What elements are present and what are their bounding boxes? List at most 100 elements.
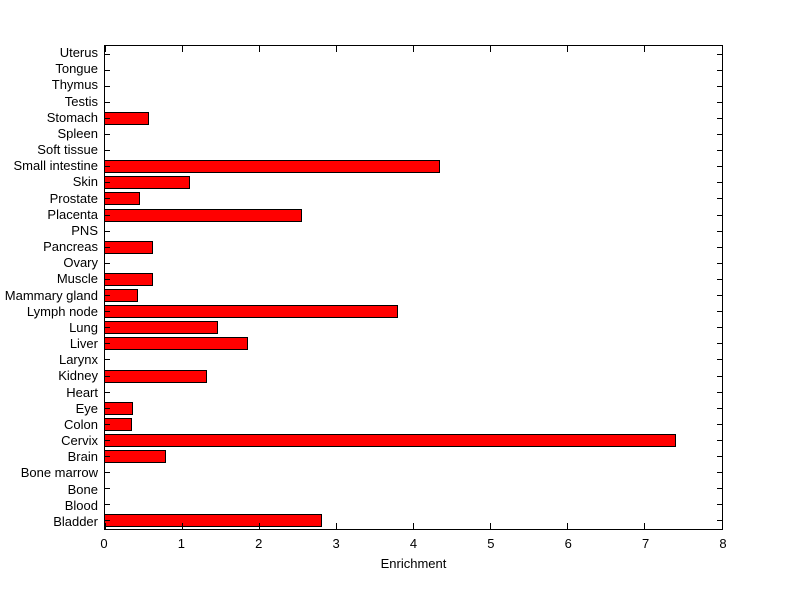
bar-bladder <box>105 514 322 528</box>
x-tick-label: 7 <box>642 536 650 551</box>
x-tick-label: 3 <box>332 536 340 551</box>
y-tick <box>717 262 722 264</box>
bar-lymph-node <box>105 305 399 319</box>
y-tick <box>105 439 110 441</box>
bar-lung <box>105 321 219 335</box>
y-tick <box>717 391 722 393</box>
y-tick <box>105 472 110 474</box>
y-tick <box>105 53 110 55</box>
y-tick <box>717 182 722 184</box>
y-tick-label: Eye <box>75 400 98 416</box>
x-tick <box>490 46 492 52</box>
y-tick <box>717 278 722 280</box>
y-tick-label: Mammary gland <box>4 287 98 303</box>
y-axis-labels: Uterus Tongue Thymus Testis Stomach Spleen Sof… <box>0 45 98 530</box>
x-tick-label: 5 <box>487 536 495 551</box>
y-tick <box>717 53 722 55</box>
y-tick <box>105 166 110 168</box>
y-tick <box>105 520 110 522</box>
y-tick-label: Bladder <box>53 513 98 529</box>
y-tick <box>717 520 722 522</box>
y-tick-label: Prostate <box>49 190 98 206</box>
y-tick <box>717 472 722 474</box>
y-tick <box>105 182 110 184</box>
y-tick-label: Heart <box>66 384 98 400</box>
y-tick-label: Colon <box>64 416 98 432</box>
x-tick-label: 8 <box>719 536 727 551</box>
x-tick <box>104 523 106 529</box>
bar-stomach <box>105 111 149 125</box>
y-tick <box>105 150 110 152</box>
bar-muscle <box>105 272 153 286</box>
bar-kidney <box>105 369 207 383</box>
bar-pancreas <box>105 240 153 254</box>
y-tick-label: Testis <box>64 93 98 109</box>
x-tick <box>567 46 569 52</box>
y-tick-label: Blood <box>64 497 98 513</box>
x-tick <box>644 46 646 52</box>
y-tick <box>717 214 722 216</box>
x-tick <box>258 523 260 529</box>
y-tick-label: Kidney <box>58 368 98 384</box>
y-tick <box>105 327 110 329</box>
x-tick <box>335 46 337 52</box>
y-tick <box>717 117 722 119</box>
bar-liver <box>105 337 248 351</box>
y-tick <box>105 504 110 506</box>
y-tick-label: Pancreas <box>43 239 98 255</box>
y-tick <box>717 504 722 506</box>
y-tick <box>717 101 722 103</box>
y-tick-label: Lung <box>69 319 98 335</box>
y-tick-label: Bone <box>67 481 98 497</box>
y-tick <box>105 262 110 264</box>
y-tick-label: Larynx <box>58 352 98 368</box>
x-tick <box>721 523 723 529</box>
y-tick <box>717 295 722 297</box>
y-tick <box>717 375 722 377</box>
y-tick <box>105 214 110 216</box>
y-tick <box>717 327 722 329</box>
bar-cervix <box>105 433 676 447</box>
x-axis-title: Enrichment <box>380 556 447 571</box>
y-tick <box>105 295 110 297</box>
x-tick-label: 6 <box>564 536 572 551</box>
y-tick <box>105 359 110 361</box>
x-tick <box>181 523 183 529</box>
y-tick <box>105 375 110 377</box>
x-tick <box>413 523 414 529</box>
y-tick <box>105 311 110 313</box>
x-tick-label: 2 <box>255 536 263 551</box>
y-tick <box>105 85 110 87</box>
y-tick <box>105 230 110 232</box>
y-tick <box>105 343 110 345</box>
y-tick-label: PNS <box>71 222 98 238</box>
y-tick-label: Cervix <box>61 433 98 449</box>
y-tick <box>717 311 722 313</box>
y-tick <box>717 166 722 168</box>
y-tick <box>717 359 722 361</box>
y-tick-label: Placenta <box>47 206 98 222</box>
y-tick-label: Ovary <box>63 255 98 271</box>
y-tick-label: Skin <box>72 174 98 190</box>
y-tick <box>105 278 110 280</box>
x-tick <box>258 46 260 52</box>
bar-eye <box>105 401 133 415</box>
y-tick <box>717 230 722 232</box>
y-tick <box>717 246 722 248</box>
y-tick-label: Stomach <box>46 109 98 125</box>
x-tick <box>490 523 492 529</box>
y-tick <box>105 423 110 425</box>
x-tick <box>104 46 106 52</box>
y-tick <box>105 456 110 458</box>
y-tick <box>717 134 722 136</box>
bar-placenta <box>105 208 303 222</box>
bar-skin <box>105 176 190 190</box>
y-tick <box>717 85 722 87</box>
y-tick <box>717 198 722 200</box>
y-tick-label: Brain <box>67 449 98 465</box>
y-tick <box>717 150 722 152</box>
x-tick <box>181 46 183 52</box>
x-tick-label: 4 <box>409 536 418 551</box>
y-tick <box>105 101 110 103</box>
x-tick-label: 0 <box>100 536 108 551</box>
